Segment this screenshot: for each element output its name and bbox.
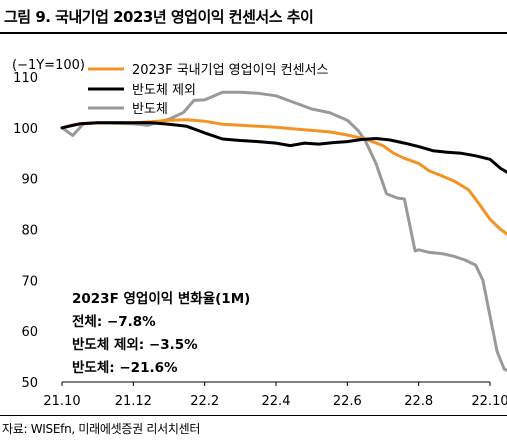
y-tick-label: 80 [21,224,38,239]
x-tick-label: 22.4 [262,394,291,409]
series-line-consensus [60,118,507,236]
legend-label-ex-semiconductor: 반도체 제외 [132,83,196,98]
series-line-ex-semiconductor [60,121,507,174]
legend-label-semiconductor: 반도체 [132,102,168,117]
x-tick-label: 22.6 [333,394,362,409]
y-tick-label: 100 [13,122,38,137]
source-divider [0,415,507,416]
annotation-semiconductor: 반도체: −21.6% [72,359,178,376]
y-tick-label: 110 [13,71,38,86]
y-unit-label: (−1Y=100) [12,58,85,73]
y-tick-label: 70 [21,274,38,289]
y-tick-label: 60 [21,325,38,340]
x-tick-label: 22.10 [471,394,507,409]
annotation-ex-semiconductor: 반도체 제외: −3.5% [72,336,198,353]
figure-title: 그림 9. 국내기업 2023년 영업이익 컨센서스 추이 [4,8,314,26]
x-tick-label: 22.8 [404,394,433,409]
legend: 2023F 국내기업 영업이익 컨센서스 반도체 제외 반도체 [88,63,329,117]
y-tick-label: 90 [21,173,38,188]
annotation-title: 2023F 영업이익 변화율(1M) [72,290,250,307]
title-divider [0,32,507,34]
x-tick-label: 21.12 [115,394,152,409]
source-note: 자료: WISEfn, 미래에셋증권 리서치센터 [2,422,201,436]
legend-label-consensus: 2023F 국내기업 영업이익 컨센서스 [132,63,329,78]
x-tick-label: 22.2 [190,394,219,409]
annotation-total: 전체: −7.8% [72,313,156,330]
x-tick-label: 21.10 [43,394,80,409]
change-annotation: 2023F 영업이익 변화율(1M) 전체: −7.8% 반도체 제외: −3.… [72,290,250,376]
y-tick-label: 50 [21,376,38,391]
